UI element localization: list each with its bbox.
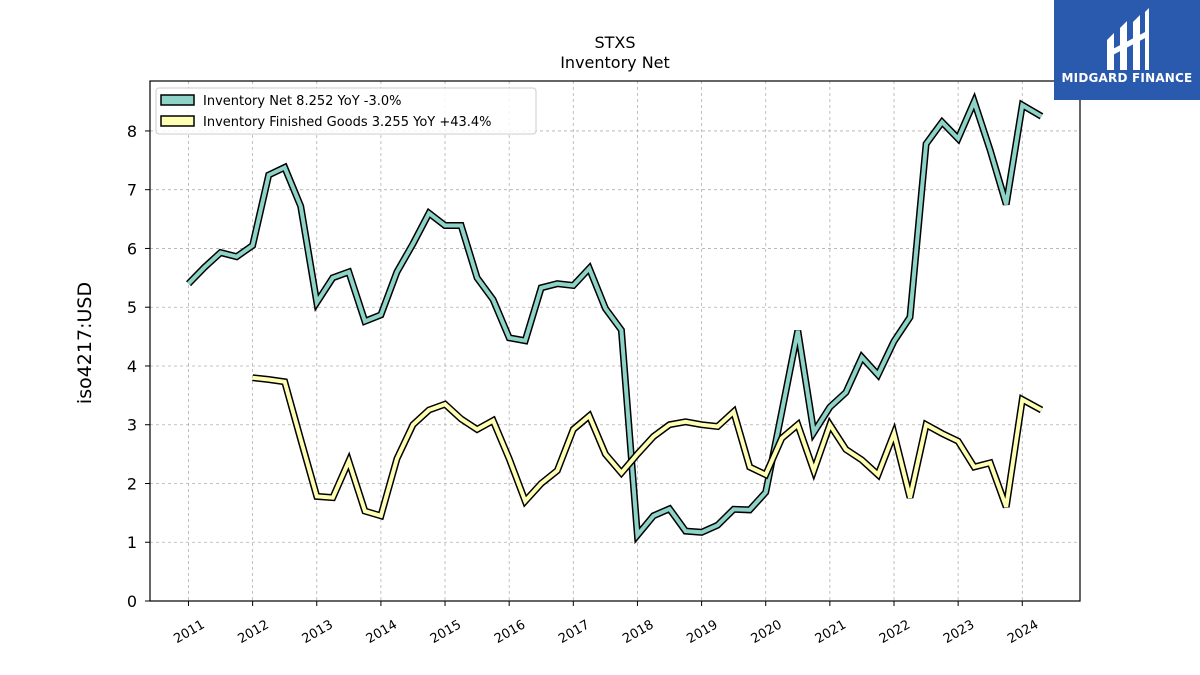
y-tick-label: 5 — [127, 298, 137, 317]
y-axis-label: iso4217:USD — [74, 282, 96, 404]
y-tick-label: 8 — [127, 122, 137, 141]
series-line-inventory-finished-goods — [252, 375, 1043, 519]
y-tick-label: 6 — [127, 239, 137, 258]
series-line-inventory-net — [187, 95, 1043, 541]
chart-title: STXS — [594, 33, 635, 52]
y-tick-label: 7 — [127, 181, 137, 200]
y-tick-label: 0 — [127, 592, 137, 611]
data-series — [185, 91, 1044, 545]
y-tick-label: 3 — [127, 416, 137, 435]
y-tick-label: 1 — [127, 533, 137, 552]
legend-label-inventory-net: Inventory Net 8.252 YoY -3.0% — [203, 94, 402, 109]
brand-logo: MIDGARD FINANCE — [1054, 0, 1200, 100]
legend-swatch-inventory-finished-goods — [160, 115, 195, 127]
logo-mark-icon — [1107, 8, 1149, 70]
legend: Inventory Net 8.252 YoY -3.0% Inventory … — [155, 87, 537, 135]
legend-swatch-inventory-net — [160, 94, 195, 106]
chart-subtitle: Inventory Net — [560, 53, 670, 72]
y-tick-label: 4 — [127, 357, 137, 376]
legend-label-inventory-finished-goods: Inventory Finished Goods 3.255 YoY +43.4… — [203, 115, 492, 130]
y-tick-label: 2 — [127, 474, 137, 493]
legend-box — [155, 87, 537, 135]
plot-frame — [149, 80, 1081, 602]
logo-text: MIDGARD FINANCE — [1062, 71, 1193, 85]
